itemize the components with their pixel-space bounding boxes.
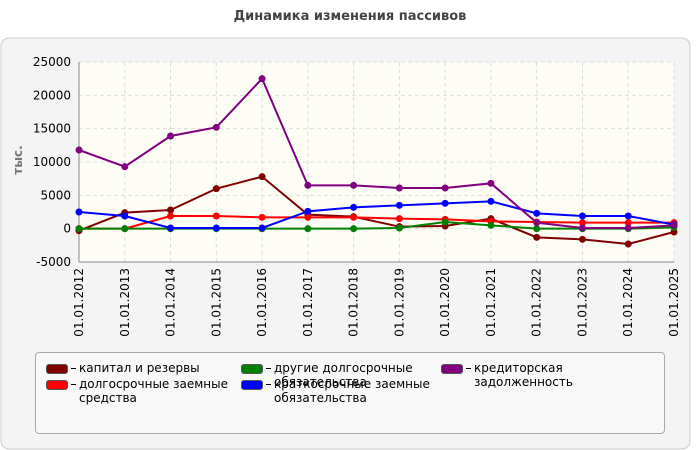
- legend-swatch: [46, 364, 68, 374]
- legend-item: краткосрочные заемные обязательства: [241, 377, 431, 405]
- point: [350, 203, 358, 211]
- point: [624, 240, 632, 248]
- point: [395, 224, 403, 232]
- point: [441, 184, 449, 192]
- legend-label: кредиторская задолженность: [474, 361, 573, 389]
- point: [624, 212, 632, 220]
- x-tick-label: 01.01.2018: [347, 268, 361, 337]
- point: [75, 208, 83, 216]
- point: [578, 212, 586, 220]
- legend-dash: [266, 384, 271, 385]
- point: [304, 181, 312, 189]
- x-tick-label: 01.01.2021: [484, 268, 498, 337]
- point: [487, 221, 495, 229]
- legend-label: долгосрочные заемные средства: [79, 377, 228, 405]
- point: [258, 75, 266, 83]
- point: [624, 219, 632, 227]
- legend-dash: [71, 384, 76, 385]
- point: [395, 184, 403, 192]
- legend-dash: [71, 368, 76, 369]
- point: [212, 123, 220, 131]
- point: [75, 225, 83, 233]
- point: [487, 197, 495, 205]
- x-tick-label: 01.01.2016: [255, 268, 269, 337]
- legend-item: другие долгосрочные обязательства: [241, 361, 431, 389]
- y-tick-label: 0: [63, 222, 71, 236]
- point: [212, 212, 220, 220]
- legend-item: кредиторская задолженность: [441, 361, 656, 389]
- point: [533, 225, 541, 233]
- point: [487, 179, 495, 187]
- point: [533, 209, 541, 217]
- y-axis-label: тыс.: [11, 145, 25, 174]
- point: [578, 219, 586, 227]
- legend-item: долгосрочные заемные средства: [46, 377, 231, 405]
- point: [121, 225, 129, 233]
- y-tick-label: 15000: [33, 122, 71, 136]
- y-tick-label: 5000: [40, 188, 71, 202]
- point: [167, 132, 175, 140]
- point: [121, 212, 129, 220]
- legend-swatch: [46, 380, 68, 390]
- x-tick-label: 01.01.2017: [301, 268, 315, 337]
- point: [395, 215, 403, 223]
- point: [533, 233, 541, 241]
- chart-title: Динамика изменения пассивов: [234, 9, 467, 24]
- legend-dash: [266, 368, 271, 369]
- point: [258, 213, 266, 221]
- point: [167, 206, 175, 214]
- point: [121, 163, 129, 171]
- x-tick-label: 01.01.2025: [667, 268, 681, 337]
- y-tick-label: 20000: [33, 88, 71, 102]
- point: [75, 146, 83, 154]
- legend-label: капитал и резервы: [79, 361, 200, 375]
- point: [441, 218, 449, 226]
- point: [624, 224, 632, 232]
- series-line: [79, 215, 674, 230]
- point: [350, 225, 358, 233]
- x-tick-label: 01.01.2013: [118, 268, 132, 337]
- y-tick-label: 10000: [33, 155, 71, 169]
- x-tick-label: 01.01.2015: [209, 268, 223, 337]
- x-tick-label: 01.01.2012: [72, 268, 86, 337]
- legend-label: другие долгосрочные обязательства: [274, 361, 413, 389]
- x-tick-label: 01.01.2019: [392, 268, 406, 337]
- point: [350, 213, 358, 221]
- legend-swatch: [241, 380, 263, 390]
- point: [304, 213, 312, 221]
- point: [441, 199, 449, 207]
- point: [212, 185, 220, 193]
- legend-swatch: [241, 364, 263, 374]
- point: [578, 235, 586, 243]
- legend-swatch: [441, 364, 463, 374]
- legend-item: капитал и резервы: [46, 361, 231, 375]
- legend-dash: [466, 368, 471, 369]
- x-tick-label: 01.01.2020: [438, 268, 452, 337]
- y-tick-label: -5000: [36, 255, 71, 269]
- point: [167, 224, 175, 232]
- x-tick-label: 01.01.2024: [621, 268, 635, 337]
- series-line: [78, 175, 675, 246]
- x-tick-label: 01.01.2022: [530, 268, 544, 337]
- point: [350, 181, 358, 189]
- point: [258, 224, 266, 232]
- point: [395, 201, 403, 209]
- legend: капитал и резервы долгосрочные заемные ср…: [35, 352, 665, 434]
- point: [212, 224, 220, 232]
- point: [167, 212, 175, 220]
- series-line: [78, 76, 675, 229]
- x-tick-label: 01.01.2014: [164, 268, 178, 337]
- point: [578, 224, 586, 232]
- point: [258, 173, 266, 181]
- point: [304, 225, 312, 233]
- point: [533, 219, 541, 227]
- point: [304, 207, 312, 215]
- y-tick-label: 25000: [33, 55, 71, 69]
- series-line: [78, 200, 675, 229]
- legend-label: краткосрочные заемные обязательства: [274, 377, 430, 405]
- x-tick-label: 01.01.2023: [575, 268, 589, 337]
- point: [670, 221, 678, 229]
